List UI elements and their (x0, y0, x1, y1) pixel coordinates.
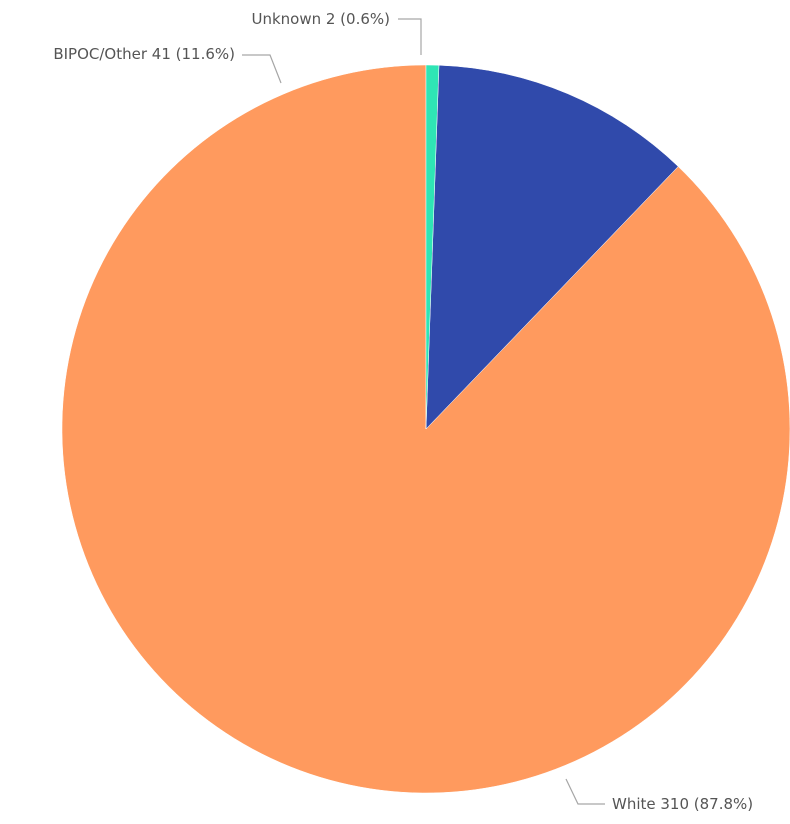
slice-label: BIPOC/Other 41 (11.6%) (53, 45, 235, 63)
leader-line (398, 18, 422, 55)
leader-line (565, 778, 605, 805)
pie-slices (61, 64, 790, 794)
pie-slice-unknown (425, 64, 440, 430)
slice-label: Unknown 2 (0.6%) (251, 10, 390, 28)
slice-labels: White 310 (87.8%) BIPOC/Other 41 (11.6%) U… (53, 10, 753, 813)
leader-line (242, 54, 282, 84)
slice-label: White 310 (87.8%) (612, 795, 753, 813)
leader-lines (242, 18, 605, 805)
pie-slice-bipoc-other (425, 64, 679, 430)
